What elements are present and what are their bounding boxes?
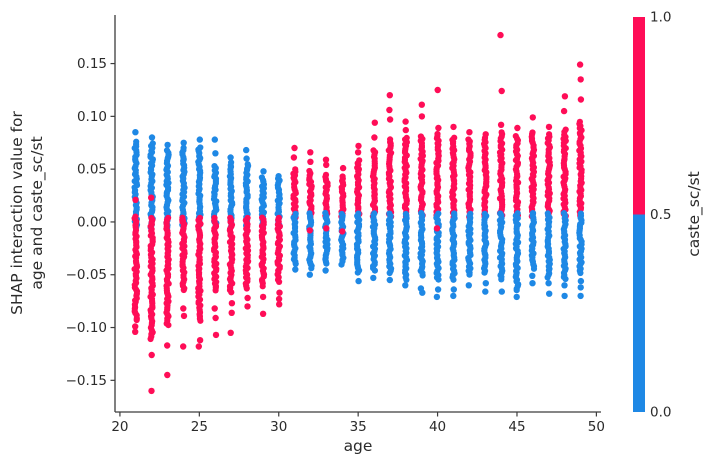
- column-age-22: [147, 134, 156, 395]
- svg-text:0.00: 0.00: [77, 214, 107, 230]
- y-axis-label: SHAP interaction value for age and caste…: [7, 43, 47, 383]
- svg-text:−0.10: −0.10: [66, 320, 107, 336]
- column-age-21: [131, 129, 141, 335]
- svg-text:0.5: 0.5: [650, 207, 671, 223]
- column-age-28: [242, 146, 252, 310]
- svg-text:30: 30: [270, 419, 287, 435]
- colorbar: 0.0 0.5 1.0: [633, 10, 671, 421]
- column-age-43: [481, 131, 490, 295]
- column-age-47: [544, 123, 554, 297]
- svg-text:35: 35: [350, 419, 367, 435]
- column-age-49: [576, 61, 585, 300]
- column-age-32: [306, 149, 315, 278]
- column-age-31: [290, 144, 299, 273]
- colorbar-label: caste_sc/st: [685, 171, 703, 257]
- column-age-35: [353, 142, 363, 285]
- svg-text:20: 20: [111, 419, 128, 435]
- y-axis-label-line2: age and caste_sc/st: [28, 136, 46, 290]
- column-age-46: [528, 114, 538, 287]
- svg-text:25: 25: [191, 419, 208, 435]
- y-axis-label-line1: SHAP interaction value for: [8, 111, 26, 315]
- svg-text:40: 40: [429, 419, 446, 435]
- colorbar-tick-labels: 0.0 0.5 1.0: [650, 10, 671, 421]
- x-axis-ticks: 20 25 30 35 40 45 50: [111, 412, 605, 435]
- column-age-36: [369, 119, 379, 282]
- column-age-39: [417, 101, 426, 296]
- column-age-42: [465, 129, 474, 289]
- column-age-38: [401, 118, 411, 289]
- column-age-23: [163, 141, 172, 379]
- svg-text:−0.15: −0.15: [66, 373, 107, 389]
- column-age-41: [449, 123, 458, 300]
- svg-text:0.15: 0.15: [77, 56, 107, 72]
- y-axis-ticks: −0.15 −0.10 −0.05 0.00 0.05 0.10 0.15: [66, 56, 115, 389]
- svg-text:0.05: 0.05: [77, 162, 107, 178]
- svg-text:50: 50: [588, 419, 605, 435]
- svg-text:1.0: 1.0: [650, 10, 671, 26]
- column-age-48: [560, 93, 569, 300]
- svg-text:−0.05: −0.05: [66, 267, 107, 283]
- column-age-30: [274, 173, 283, 308]
- column-age-34: [338, 164, 347, 268]
- svg-text:0.10: 0.10: [77, 109, 107, 125]
- axes: 20 25 30 35 40 45 50 −0.15 −0.10 −0.05 0.00 0.05 0.1…: [66, 15, 605, 435]
- column-age-45: [512, 124, 522, 301]
- column-age-27: [226, 154, 236, 336]
- column-age-25: [195, 136, 204, 350]
- column-age-40: [433, 86, 442, 301]
- column-age-37: [385, 92, 395, 284]
- column-age-24: [179, 139, 188, 350]
- column-age-33: [322, 156, 331, 274]
- svg-text:45: 45: [508, 419, 525, 435]
- svg-text:0.0: 0.0: [650, 405, 671, 421]
- x-axis-label: age: [343, 437, 373, 455]
- scatter-points: [131, 31, 585, 395]
- column-age-29: [258, 168, 268, 317]
- column-age-26: [210, 136, 220, 339]
- column-age-44: [496, 31, 506, 295]
